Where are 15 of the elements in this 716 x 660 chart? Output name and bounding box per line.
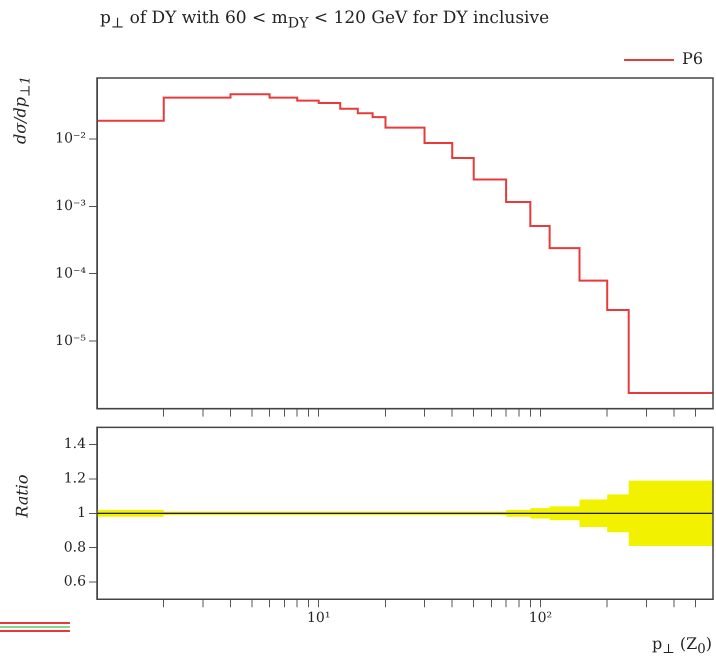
y-tick-label: 1.2 — [64, 470, 86, 487]
x-axis-title: p$_{⊥}$ (Z$_{0}$) — [652, 634, 712, 658]
x-tick-label: 10¹ — [307, 610, 330, 626]
legend-label: P6 — [682, 49, 704, 68]
y-tick-label: 1 — [77, 504, 86, 521]
y-tick-label: 10⁻³ — [55, 198, 86, 214]
y-axis-title: Ratio — [12, 474, 32, 518]
x-tick-label: 10² — [528, 610, 552, 626]
chart-title: p$_{⊥}$ of DY with 60 < m$_{DY}$ < 120 GeV for DY inclusive — [100, 8, 550, 32]
y-tick-label: 1.4 — [64, 436, 86, 452]
y-tick-label: 10⁻⁵ — [55, 332, 86, 349]
y-tick-label: 10⁻⁴ — [55, 265, 86, 282]
y-tick-label: 10⁻² — [55, 130, 86, 147]
y-tick-label: 0.8 — [64, 539, 86, 556]
y-tick-label: 0.6 — [64, 574, 86, 590]
